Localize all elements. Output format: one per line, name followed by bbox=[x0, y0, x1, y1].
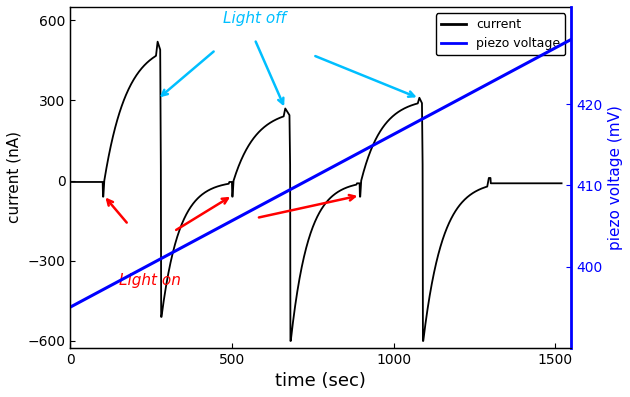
current bbox=[262, 123, 270, 128]
Text: Light off: Light off bbox=[223, 11, 286, 26]
current bbox=[154, 39, 161, 44]
Text: Light on: Light on bbox=[118, 273, 180, 288]
current bbox=[336, 189, 343, 193]
Legend: current, piezo voltage: current, piezo voltage bbox=[436, 13, 565, 56]
current bbox=[419, 339, 427, 343]
Y-axis label: piezo voltage (mV): piezo voltage (mV) bbox=[608, 105, 623, 250]
current bbox=[67, 179, 74, 184]
current bbox=[287, 339, 294, 343]
Y-axis label: current (nA): current (nA) bbox=[7, 131, 22, 223]
current bbox=[558, 181, 565, 186]
Line: current: current bbox=[71, 42, 561, 341]
current bbox=[480, 185, 488, 190]
X-axis label: time (sec): time (sec) bbox=[275, 372, 366, 390]
current bbox=[377, 127, 385, 132]
current bbox=[238, 157, 245, 162]
